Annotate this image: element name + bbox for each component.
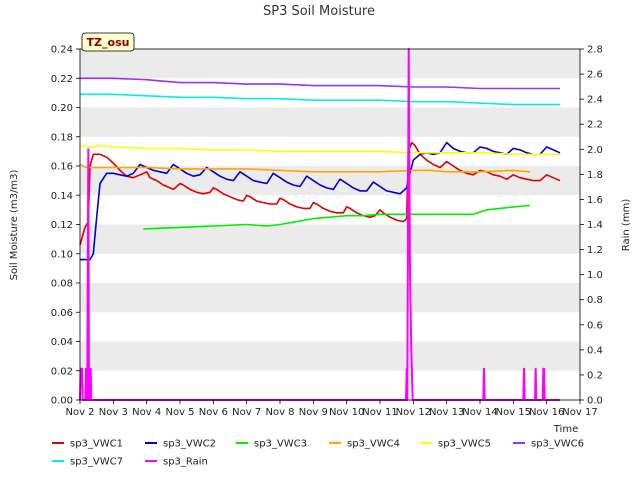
series-line-sp3-vwc6 xyxy=(80,77,560,90)
y2-tick-label: 1.4 xyxy=(587,220,603,231)
series-line-sp3-vwc3 xyxy=(143,204,531,230)
x-tick-label: Nov 12 xyxy=(396,407,431,418)
x-tick-label: Nov 16 xyxy=(529,407,564,418)
legend-label-sp3-vwc2: sp3_VWC2 xyxy=(163,439,216,450)
y2-tick-label: 0.0 xyxy=(587,396,603,407)
grid-band xyxy=(80,341,580,371)
site-badge-box xyxy=(81,32,135,52)
y2-tick-label: 2.2 xyxy=(587,120,603,131)
y-tick-label: 0.16 xyxy=(51,162,73,173)
grid-band xyxy=(80,224,580,254)
site-badge-text: TZ_osu xyxy=(87,36,130,49)
y-tick-label: 0.06 xyxy=(51,308,73,319)
y2-tick-label: 1.0 xyxy=(587,270,603,281)
x-tick-label: Nov 8 xyxy=(265,407,294,418)
legend-label-sp3-vwc3: sp3_VWC3 xyxy=(254,439,307,450)
x-axis: Nov 2 Nov 3 Nov 4 Nov 5 Nov 6 Nov 7 Nov 8 Nov 9… xyxy=(65,400,598,418)
y2-tick-label: 0.6 xyxy=(587,320,603,331)
x-tick-label: Nov 11 xyxy=(362,407,397,418)
x-tick-label: Nov 2 xyxy=(65,407,94,418)
series-line-sp3-vwc2 xyxy=(80,141,561,261)
y-tick-label: 0.08 xyxy=(51,279,73,290)
x-tick-label: Nov 9 xyxy=(299,407,328,418)
legend-label-sp3-vwc5: sp3_VWC5 xyxy=(438,439,491,450)
y-tick-label: 0.14 xyxy=(51,191,73,202)
y2-tick-label: 0.2 xyxy=(587,370,603,381)
y-tick-label: 0.12 xyxy=(51,220,73,231)
legend-label-sp3-vwc6: sp3_VWC6 xyxy=(531,439,584,450)
y-tick-label: 0.24 xyxy=(51,45,73,56)
x-tick-label: Nov 6 xyxy=(199,407,228,418)
y-tick-label: 0.02 xyxy=(51,366,73,377)
y-tick-label: 0.04 xyxy=(51,337,73,348)
x-tick-label: Nov 5 xyxy=(165,407,194,418)
x-tick-label: Nov 7 xyxy=(232,407,261,418)
y-axis-right: 0.0 0.2 0.4 0.6 0.8 1.0 1.2 1.4 1.6 1.8 2.0 2.2 2.4 2… xyxy=(580,45,603,407)
y-axis-label: Soil Moisture (m3/m3) xyxy=(9,170,20,281)
site-badge: TZ_osu xyxy=(81,32,135,52)
x-tick-label: Nov 4 xyxy=(132,407,161,418)
y-tick-label: 0.10 xyxy=(51,249,73,260)
y2-tick-label: 0.8 xyxy=(587,295,603,306)
chart-title: SP3 Soil Moisture xyxy=(263,4,375,19)
legend-label-sp3-rain: sp3_Rain xyxy=(163,457,208,468)
series-line-sp3-vwc7 xyxy=(80,93,560,106)
grid-band xyxy=(80,283,580,313)
legend: sp3_VWC1 sp3_VWC2 sp3_VWC3 sp3_VWC4 sp3_VWC5… xyxy=(52,439,584,468)
y2-tick-label: 2.8 xyxy=(587,45,603,56)
grid-band xyxy=(80,107,580,137)
series-line-sp3-vwc1 xyxy=(79,141,561,246)
y2-tick-label: 2.0 xyxy=(587,145,603,156)
x-tick-label: Nov 3 xyxy=(99,407,128,418)
y2-tick-label: 1.8 xyxy=(587,170,603,181)
y2-axis-label: Rain (mm) xyxy=(621,199,632,252)
grid-band xyxy=(80,49,580,79)
legend-label-sp3-vwc1: sp3_VWC1 xyxy=(70,439,123,450)
y-tick-label: 0.20 xyxy=(51,103,73,114)
y-tick-label: 0.22 xyxy=(51,74,73,85)
legend-label-sp3-vwc4: sp3_VWC4 xyxy=(347,439,400,450)
series-line-sp3-rain xyxy=(79,48,560,401)
series-line-sp3-vwc4 xyxy=(79,163,531,173)
y-tick-label: 0.18 xyxy=(51,132,73,143)
x-tick-label: Nov 13 xyxy=(429,407,464,418)
x-axis-label: Time xyxy=(553,424,578,435)
legend-label-sp3-vwc7: sp3_VWC7 xyxy=(70,457,123,468)
series-lines xyxy=(79,48,561,401)
x-tick-label: Nov 14 xyxy=(462,407,497,418)
y2-tick-label: 1.6 xyxy=(587,195,603,206)
y2-tick-label: 0.4 xyxy=(587,345,603,356)
series-line-sp3-vwc5 xyxy=(79,144,560,156)
y-tick-label: 0.00 xyxy=(51,396,73,407)
x-tick-label: Nov 17 xyxy=(562,407,597,418)
grid-bands xyxy=(80,49,580,371)
y2-tick-label: 1.2 xyxy=(587,245,603,256)
y-axis-left: 0.00 0.02 0.04 0.06 0.08 0.10 0.12 0.14 0.16 0.18… xyxy=(51,45,80,407)
y2-tick-label: 2.6 xyxy=(587,70,603,81)
x-tick-label: Nov 10 xyxy=(329,407,364,418)
y2-tick-label: 2.4 xyxy=(587,95,603,106)
x-tick-label: Nov 15 xyxy=(496,407,531,418)
